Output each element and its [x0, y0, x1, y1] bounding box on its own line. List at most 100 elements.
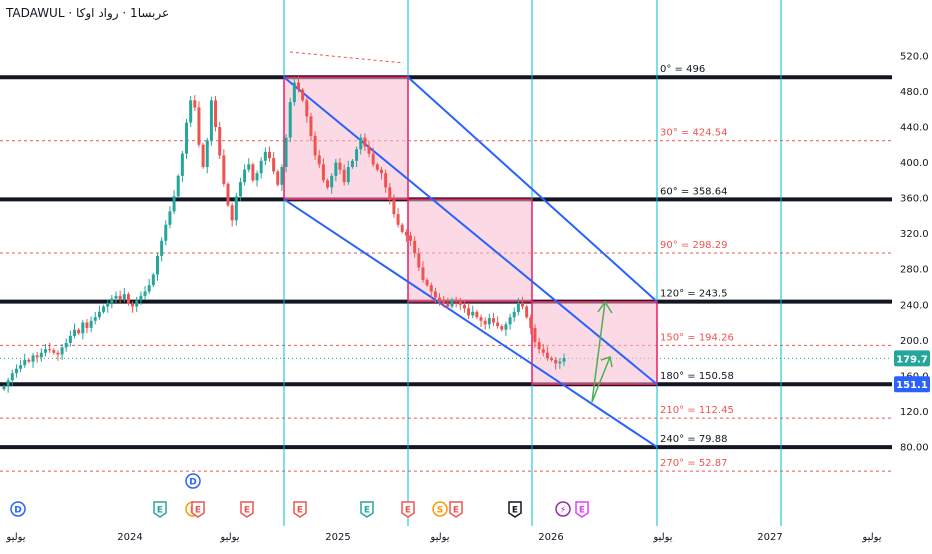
candle-body: [425, 279, 429, 286]
event-marker[interactable]: [449, 501, 463, 518]
event-marker[interactable]: [432, 501, 448, 517]
candle-body: [230, 205, 234, 221]
candle-body: [85, 322, 89, 328]
event-marker-label: E: [579, 506, 585, 516]
candle-body: [525, 306, 529, 318]
gann-level-label: 30° = 424.54: [660, 128, 727, 139]
candle-body: [288, 102, 292, 138]
projection-arrow-head: [600, 356, 613, 368]
candle-body: [272, 158, 276, 172]
event-marker[interactable]: [401, 501, 415, 518]
candle-body: [442, 301, 446, 304]
price-tick-label: 480.0: [900, 87, 929, 98]
candle-body: [545, 352, 549, 359]
event-marker[interactable]: [10, 501, 26, 517]
event-marker[interactable]: [508, 501, 522, 518]
candle-body: [317, 155, 321, 165]
event-marker-label: E: [512, 506, 518, 516]
price-axis[interactable]: [892, 0, 932, 530]
candle-body: [222, 155, 226, 184]
event-marker-label: E: [157, 506, 163, 516]
candle-body: [558, 361, 562, 364]
candle-body: [462, 304, 466, 309]
price-tick-label: 440.0: [900, 123, 929, 134]
projection-arrow: [591, 301, 606, 403]
candle-body: [475, 311, 479, 318]
candle-body: [2, 386, 6, 390]
candle-body: [89, 320, 93, 328]
price-tick-label: 80.00: [900, 442, 929, 453]
candle-body: [176, 175, 180, 197]
trend-dashed-line: [289, 51, 405, 64]
candle-body: [326, 180, 330, 188]
candle-body: [421, 267, 425, 280]
price-tick-label: 240.0: [900, 300, 929, 311]
candle-body: [529, 317, 533, 328]
candle-body: [313, 135, 317, 156]
event-marker[interactable]: [191, 501, 205, 518]
candle-body: [433, 291, 437, 298]
price-tick-label: 520.0: [900, 51, 929, 62]
exchange-symbol: TADAWUL: [6, 6, 65, 20]
candle-body: [214, 100, 218, 128]
candle-body: [172, 196, 176, 212]
candle-body: [305, 100, 309, 117]
candle-body: [97, 311, 101, 318]
candle-body: [259, 160, 263, 174]
gann-square-box: [531, 300, 658, 385]
candle-body: [238, 182, 242, 197]
candle-body: [384, 173, 388, 188]
candle-body: [19, 365, 23, 369]
candle-body: [106, 302, 110, 307]
time-tick-label: يوليو: [219, 532, 239, 543]
event-marker[interactable]: [575, 501, 589, 518]
candle-body: [388, 187, 392, 200]
candle-body: [371, 153, 375, 165]
candle-body: [363, 137, 367, 147]
candle-body: [471, 311, 475, 316]
event-marker-label: E: [297, 506, 303, 516]
gann-level-label: 240° = 79.88: [660, 434, 727, 445]
event-marker[interactable]: [240, 501, 254, 518]
gann-level-label: 150° = 194.26: [660, 332, 734, 343]
candle-body: [375, 164, 379, 170]
candle-body: [189, 100, 193, 123]
candle-body: [438, 297, 442, 302]
gann-square-box: [407, 198, 533, 303]
candle-body: [126, 294, 130, 304]
gann-square-box: [283, 76, 409, 201]
candle-body: [409, 235, 413, 241]
candle-body: [6, 380, 10, 387]
event-marker-label: E: [364, 506, 370, 516]
event-marker[interactable]: [185, 473, 201, 489]
event-marker-label: E: [405, 506, 411, 516]
candle-body: [197, 107, 201, 145]
time-tick-label: يوليو: [429, 532, 449, 543]
candle-body: [446, 303, 450, 307]
candle-body: [155, 255, 159, 275]
event-marker[interactable]: [360, 501, 374, 518]
candle-body: [487, 318, 491, 325]
price-tick-label: 360.0: [900, 194, 929, 205]
candle-body: [467, 308, 471, 316]
candle-body: [292, 82, 296, 103]
candle-body: [247, 164, 251, 170]
candle-body: [458, 301, 462, 305]
candle-body: [201, 144, 205, 168]
candle-body: [73, 329, 77, 336]
event-marker[interactable]: [293, 501, 307, 518]
candle-body: [276, 171, 280, 185]
candle-body: [14, 368, 18, 374]
candle-body: [185, 122, 189, 154]
price-tick-label: 320.0: [900, 229, 929, 240]
event-marker[interactable]: [153, 501, 167, 518]
candle-body: [454, 299, 458, 302]
time-tick-label: 2027: [757, 532, 782, 543]
event-marker-label: E: [195, 506, 201, 516]
current-price-badge-label: 179.7: [896, 354, 928, 365]
candle-body: [392, 199, 396, 215]
event-marker[interactable]: [555, 501, 571, 517]
time-axis[interactable]: [0, 526, 892, 550]
